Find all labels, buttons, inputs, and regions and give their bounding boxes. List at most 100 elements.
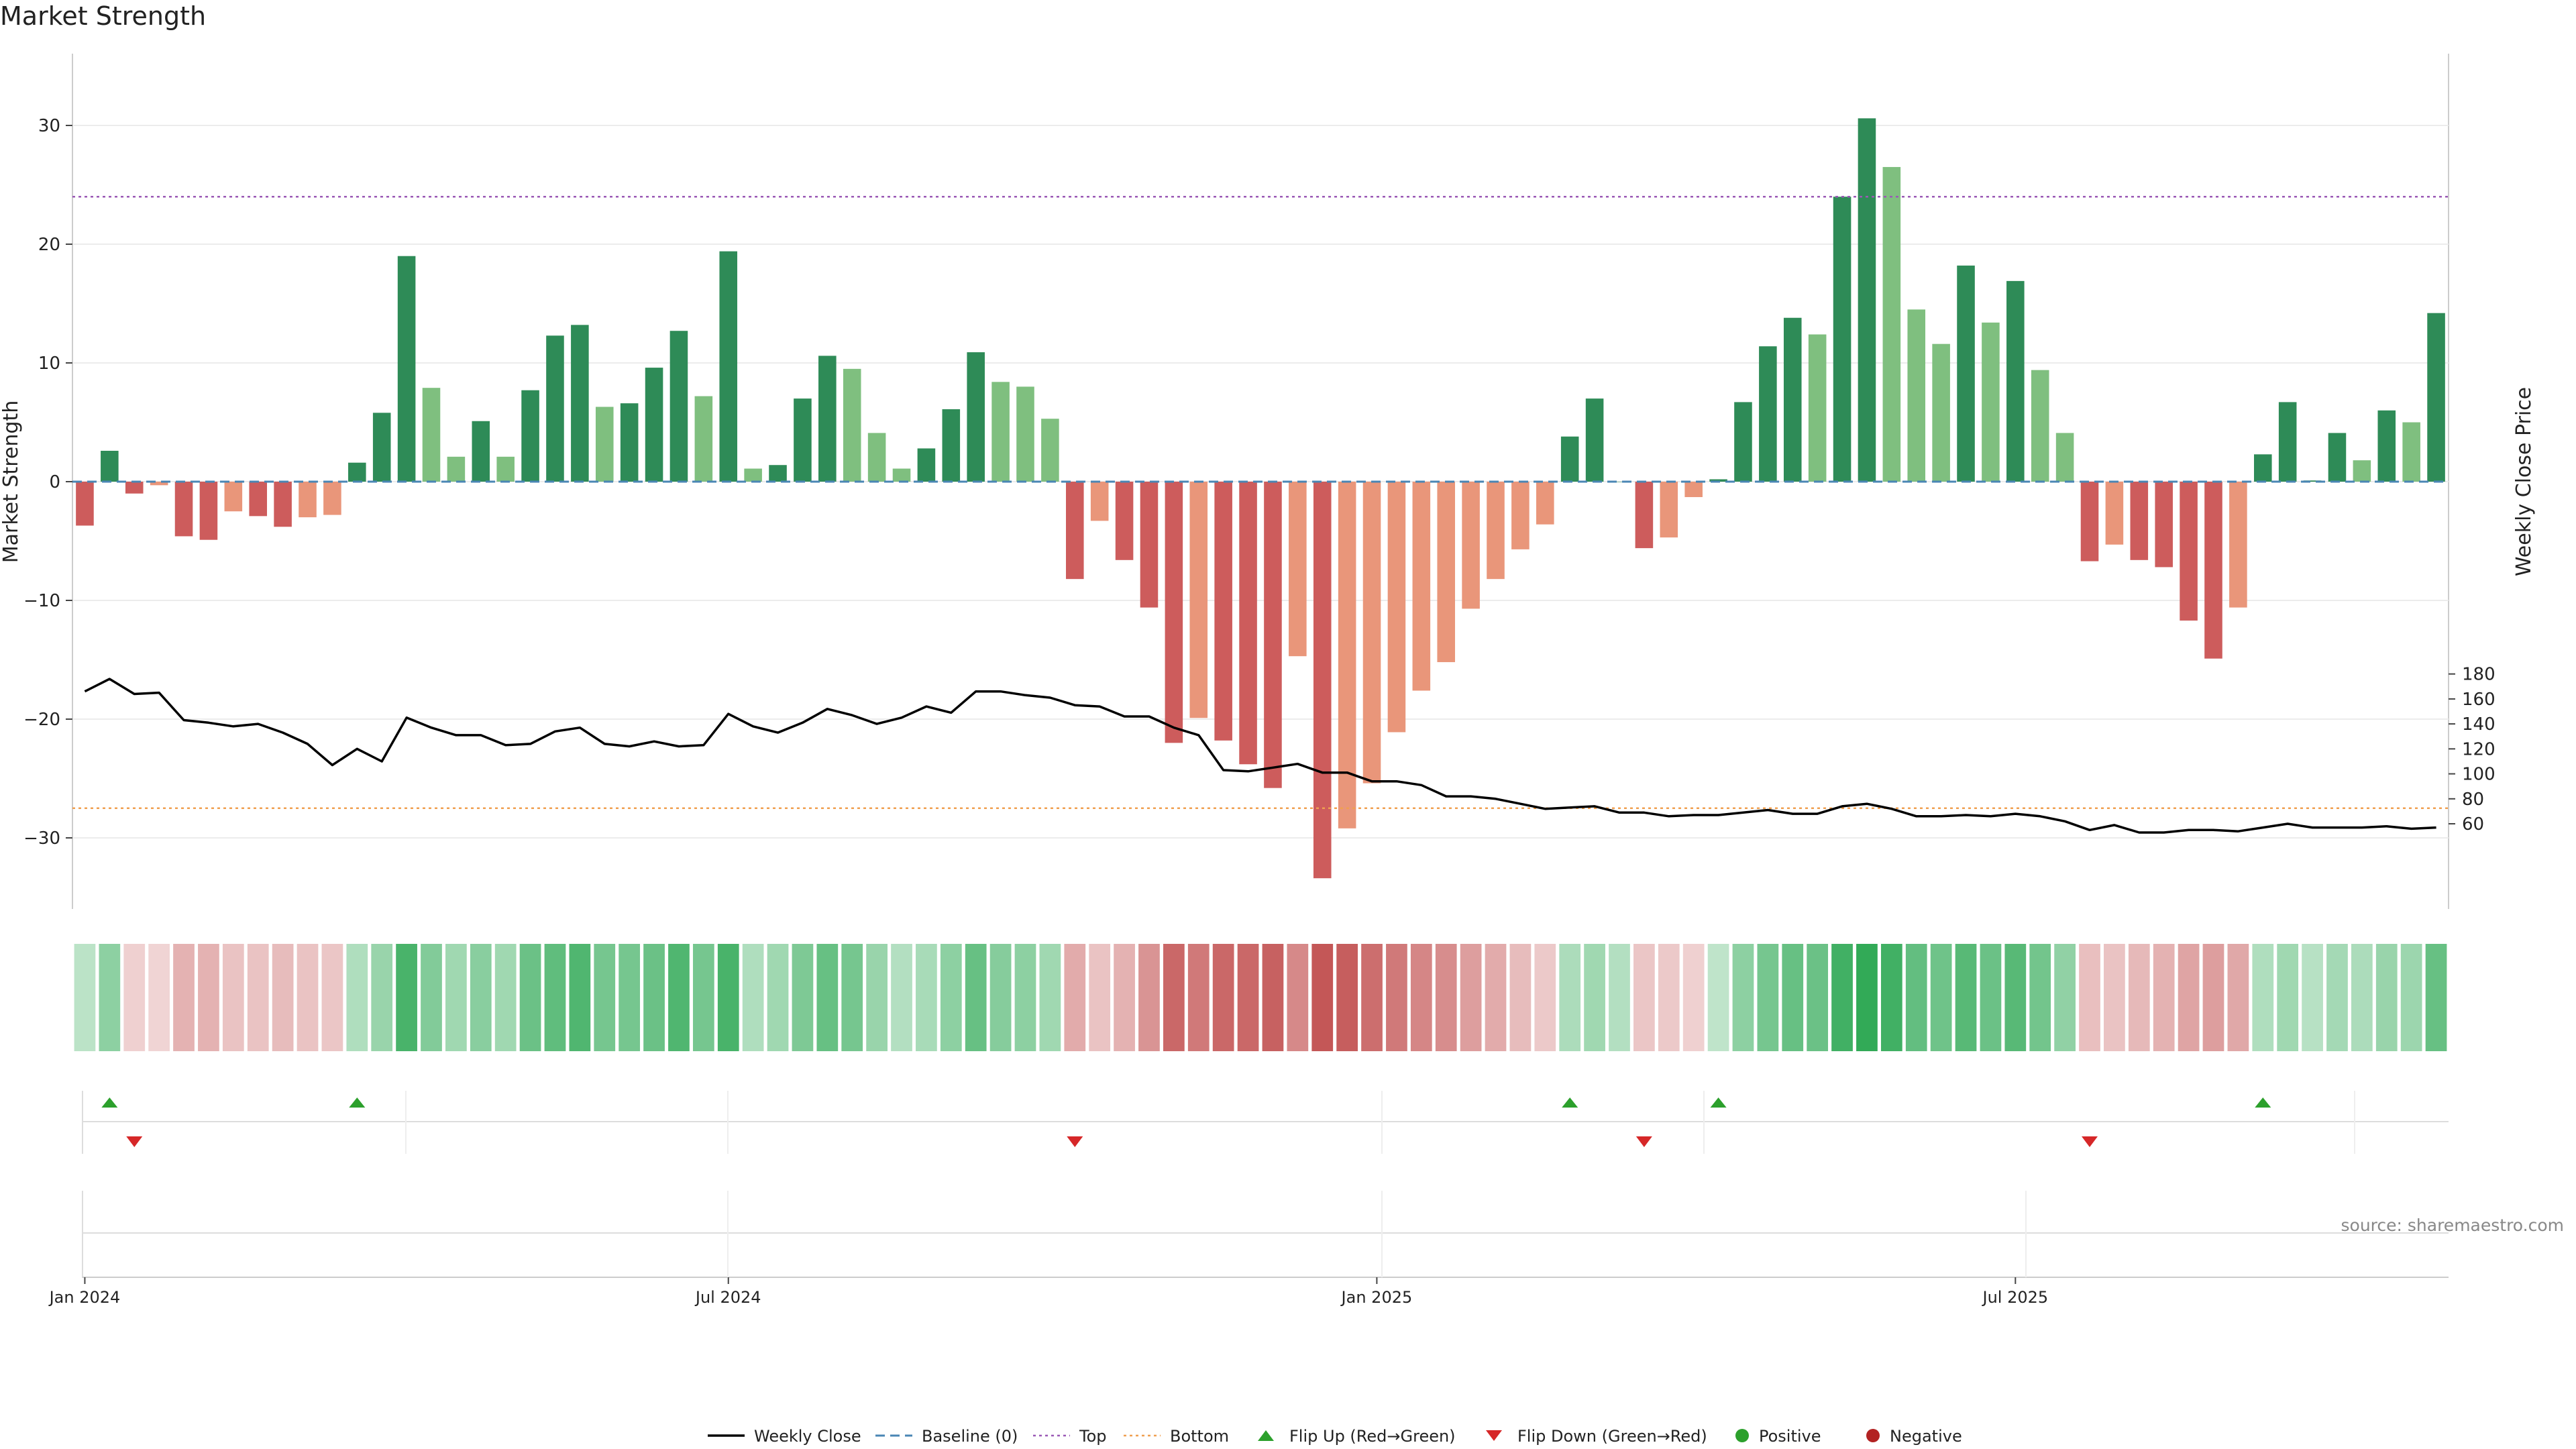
heat-cell: [1014, 944, 1036, 1051]
heat-cell: [247, 944, 269, 1051]
heat-cell: [222, 944, 244, 1051]
heat-cell: [767, 944, 789, 1051]
heat-cell: [2277, 944, 2299, 1051]
legend-bottom-label: Bottom: [1170, 1427, 1229, 1446]
strength-bar: [2055, 433, 2074, 482]
strength-bar: [1882, 166, 1901, 482]
strength-bar: [76, 482, 94, 526]
strength-bar: [1560, 436, 1579, 482]
y2-axis-label: Weekly Close Price: [2512, 387, 2536, 576]
heat-cell: [519, 944, 541, 1051]
heat-cell: [1138, 944, 1160, 1051]
heat-cell: [668, 944, 690, 1051]
flip-up-marker: [1710, 1097, 1727, 1108]
heat-cell: [1336, 944, 1358, 1051]
weekly-close-line: [84, 678, 2436, 834]
heat-cell: [1609, 944, 1630, 1051]
heat-cell: [198, 944, 219, 1051]
heat-cell: [123, 944, 146, 1051]
strength-bar: [1214, 482, 1232, 741]
strength-bar: [1313, 482, 1332, 879]
heat-cell: [1089, 944, 1111, 1051]
strength-bar: [348, 462, 366, 482]
strength-bar: [867, 433, 886, 482]
heat-cell: [2178, 944, 2200, 1051]
y2-tick-label: 140: [2462, 714, 2496, 735]
strength-bar: [1437, 482, 1456, 663]
heat-cell: [940, 944, 962, 1051]
flip-up-marker: [349, 1097, 366, 1108]
strength-bar: [2155, 482, 2173, 568]
heat-cell: [1955, 944, 1977, 1051]
heat-cell: [1905, 944, 1927, 1051]
y2-tick-label: 120: [2462, 739, 2496, 759]
strength-bar: [1511, 482, 1529, 549]
strength-bar: [595, 407, 614, 482]
heat-cell: [445, 944, 467, 1051]
heat-cell: [1064, 944, 1086, 1051]
strength-bar: [1858, 118, 1876, 482]
heat-cell: [1732, 944, 1754, 1051]
legend-flip-up-swatch: [1258, 1430, 1274, 1441]
flip-down-marker: [1067, 1136, 1083, 1147]
strength-bar: [397, 256, 416, 482]
strength-bar: [942, 409, 961, 482]
strength-bar: [1957, 265, 1975, 482]
chart-title: Market Strength: [0, 1, 207, 31]
heat-cell: [74, 944, 96, 1051]
y2-tick-label: 60: [2462, 814, 2484, 835]
strength-bar: [1585, 398, 1604, 482]
heat-cell: [346, 944, 368, 1051]
y-tick-label: 20: [38, 235, 60, 255]
heat-cell: [494, 944, 517, 1051]
heat-cell: [1039, 944, 1061, 1051]
legend-negative-swatch: [1866, 1429, 1880, 1442]
heat-cell: [1435, 944, 1457, 1051]
strength-bar: [546, 335, 564, 482]
y-tick-label: −30: [23, 828, 60, 849]
x-tick-label: Jan 2025: [1340, 1288, 1413, 1307]
heat-cell: [1831, 944, 1853, 1051]
strength-bar: [1140, 482, 1159, 608]
strength-bar: [372, 413, 391, 482]
strength-bar: [1734, 402, 1752, 482]
heat-cell: [717, 944, 739, 1051]
heat-cell: [470, 944, 492, 1051]
strength-bar: [917, 448, 936, 482]
strength-bar: [1932, 343, 1950, 482]
heat-cell: [1707, 944, 1729, 1051]
strength-bar: [794, 398, 812, 482]
heat-cell: [544, 944, 566, 1051]
flip-down-marker: [126, 1136, 143, 1147]
strength-bar: [1660, 482, 1678, 538]
strength-bar: [1759, 346, 1777, 482]
heat-cell: [1534, 944, 1556, 1051]
strength-bar: [2180, 482, 2198, 621]
heat-cell: [1559, 944, 1581, 1051]
strength-bar: [2006, 280, 2025, 482]
heat-cell: [1386, 944, 1407, 1051]
strength-bar: [645, 368, 663, 482]
legend-flip-down-label: Flip Down (Green→Red): [1517, 1427, 1707, 1446]
strength-bar: [323, 482, 341, 515]
heat-cell: [643, 944, 665, 1051]
strength-bar: [1239, 482, 1257, 765]
heat-cell: [1782, 944, 1804, 1051]
strength-bar: [496, 456, 515, 482]
heat-cell: [792, 944, 814, 1051]
heat-cell: [148, 944, 170, 1051]
strength-bar: [1907, 309, 1926, 482]
strength-bar: [1189, 482, 1208, 718]
heat-cell: [1807, 944, 1829, 1051]
strength-bar: [1635, 482, 1654, 549]
heat-cell: [2029, 944, 2051, 1051]
strength-bar: [892, 468, 911, 482]
legend-negative-label: Negative: [1890, 1427, 1962, 1446]
heat-cell: [1287, 944, 1309, 1051]
heat-cell: [1163, 944, 1185, 1051]
heat-cell: [2351, 944, 2373, 1051]
strength-bar: [719, 251, 738, 482]
strength-bar: [125, 482, 144, 494]
y2-tick-label: 180: [2462, 665, 2496, 685]
